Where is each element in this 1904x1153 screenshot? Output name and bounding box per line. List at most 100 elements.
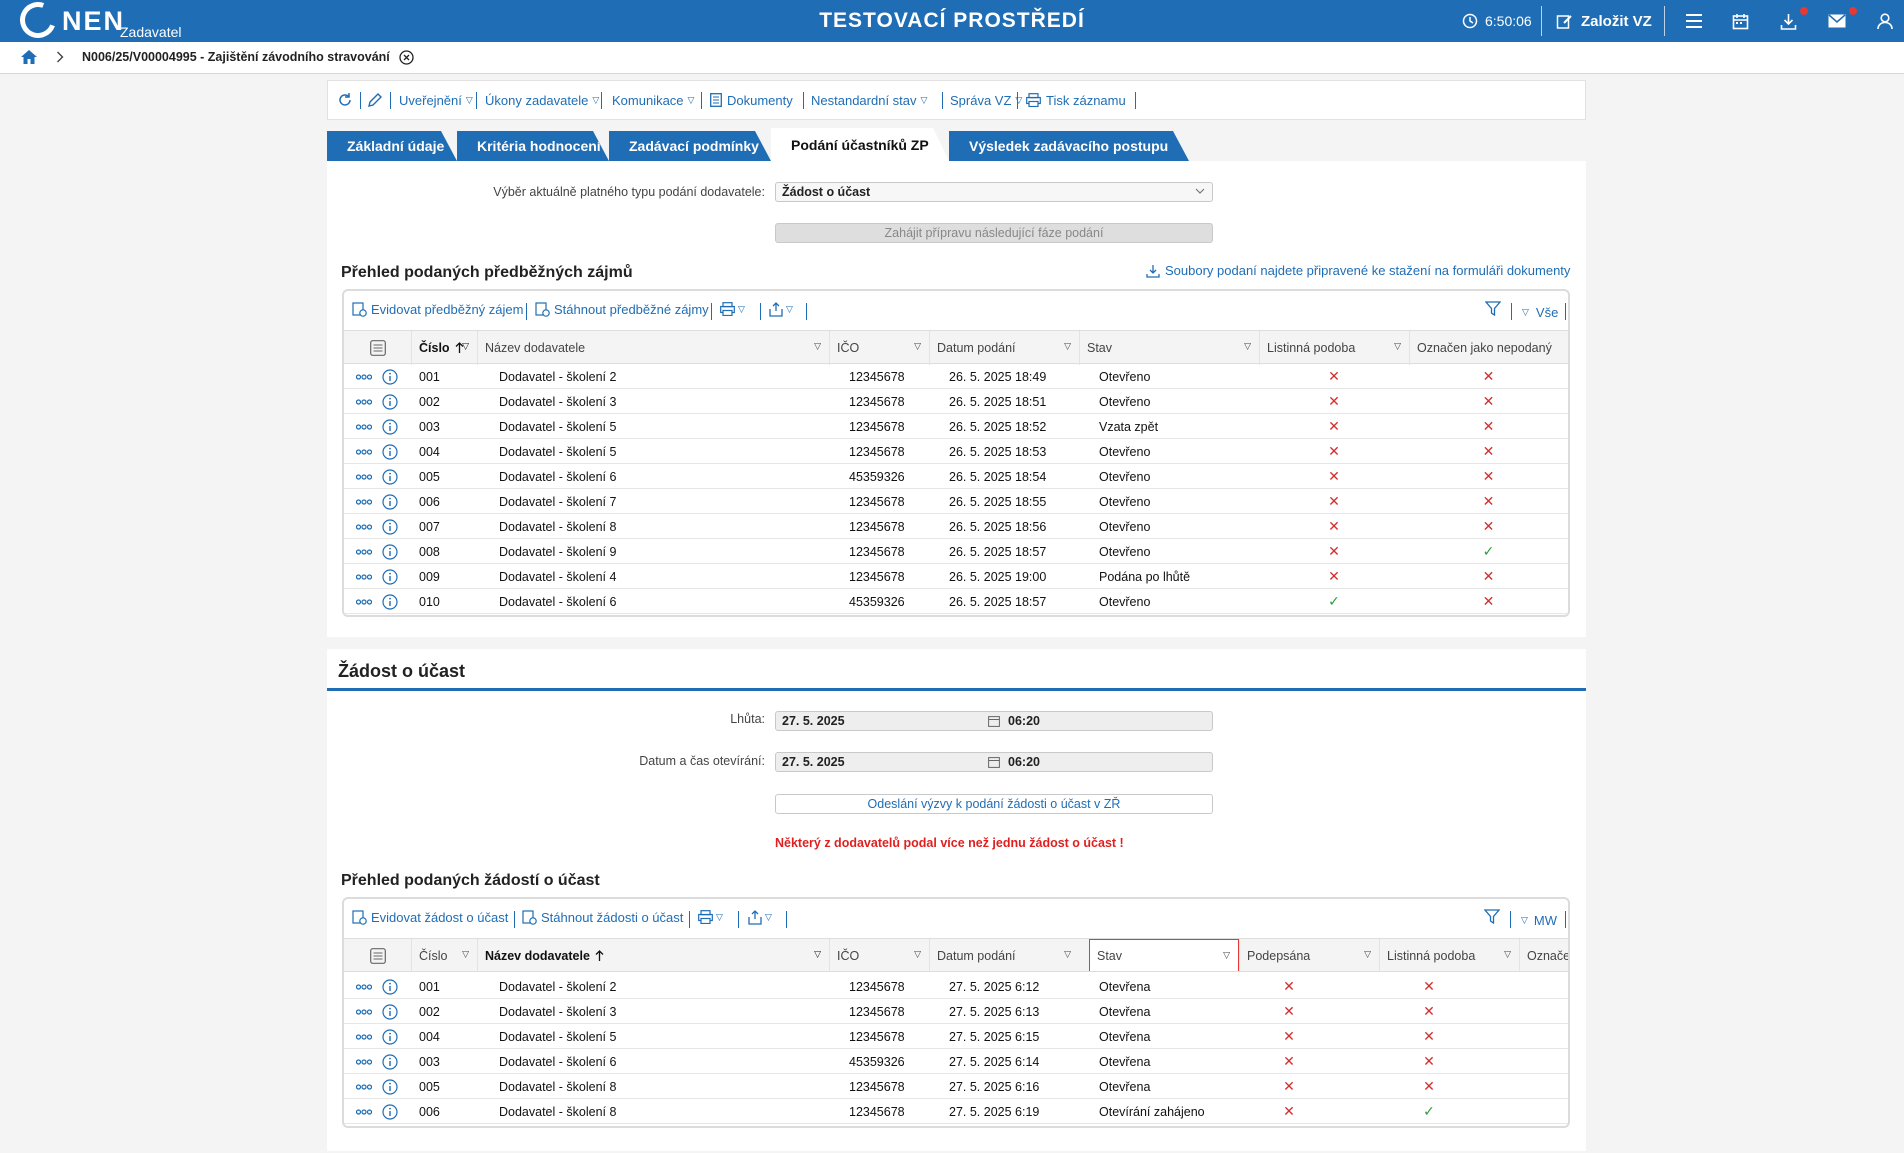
col-datum[interactable]: Datum podání ▽ [929,939,1079,971]
row-more-icon[interactable] [356,414,372,439]
menu-nestandardni-stav[interactable]: Nestandardní stav ▽ [811,81,927,119]
row-more-icon[interactable] [356,999,372,1024]
row-more-icon[interactable] [356,364,372,389]
filter-mw-button[interactable]: ▽ MW [1521,913,1557,928]
row-info-icon[interactable] [382,974,398,999]
row-info-icon[interactable] [382,539,398,564]
row-info-icon[interactable] [382,1024,398,1049]
row-info-icon[interactable] [382,439,398,464]
grid-print-button[interactable]: ▽ [698,910,723,924]
row-info-icon[interactable] [382,464,398,489]
row-info-icon[interactable] [382,364,398,389]
close-tab-icon[interactable] [399,50,414,65]
table-row[interactable]: 005 Dodavatel - školení 8 12345678 27. 5. 2… [344,1074,1568,1099]
col-nazev[interactable]: Název dodavatele ▽ [477,331,829,365]
col-oznacen[interactable]: Označen jako nepodaný [1409,331,1568,365]
download-icon[interactable] [1780,0,1797,42]
col-listinna[interactable]: Listinná podoba ▽ [1259,331,1409,365]
tab-podani-ucastniku[interactable]: Podání účastníků ZP [771,128,949,161]
row-more-icon[interactable] [356,389,372,414]
table-row[interactable]: 008 Dodavatel - školení 9 12345678 26. 5. 2… [344,539,1568,564]
opening-field[interactable]: 27. 5. 2025 06:20 [775,752,1213,772]
menu-komunikace[interactable]: Komunikace ▽ [612,81,694,119]
menu-icon[interactable] [1685,0,1703,42]
tab-zakladni-udaje[interactable]: Základní údaje [327,131,457,161]
col-podepsana[interactable]: Podepsána ▽ [1239,939,1379,971]
mail-icon[interactable] [1828,0,1846,42]
grid-print-button[interactable]: ▽ [720,302,745,316]
add-request-button[interactable]: Evidovat žádost o účast [352,910,508,925]
tab-zadavaci-podminky[interactable]: Zadávací podmínky [609,131,771,161]
row-info-icon[interactable] [382,564,398,589]
row-more-icon[interactable] [356,974,372,999]
row-info-icon[interactable] [382,514,398,539]
row-info-icon[interactable] [382,999,398,1024]
deadline-field[interactable]: 27. 5. 2025 06:20 [775,711,1213,731]
download-files-link[interactable]: Soubory podaní najdete připravené ke sta… [1146,263,1570,278]
table-row[interactable]: 003 Dodavatel - školení 6 45359326 27. 5. 2… [344,1049,1568,1074]
row-info-icon[interactable] [382,1074,398,1099]
row-info-icon[interactable] [382,489,398,514]
menu-sprava-vz[interactable]: Správa VZ ▽ [950,81,1022,119]
filter-icon[interactable] [1484,909,1500,924]
col-datum[interactable]: Datum podání ▽ [929,331,1079,365]
table-row[interactable]: 003 Dodavatel - školení 5 12345678 26. 5. 2… [344,414,1568,439]
col-nazev[interactable]: Název dodavatele ▽ [477,939,829,971]
row-info-icon[interactable] [382,1049,398,1074]
download-prelim-button[interactable]: Stáhnout předběžné zájmy [535,302,709,317]
row-info-icon[interactable] [382,589,398,614]
calendar-icon[interactable] [1732,0,1749,42]
col-oznacen[interactable]: Označe [1519,939,1568,971]
column-settings-icon[interactable] [344,939,411,971]
grid-export-button[interactable]: ▽ [769,302,793,317]
table-row[interactable]: 004 Dodavatel - školení 5 12345678 26. 5. 2… [344,439,1568,464]
table-row[interactable]: 002 Dodavatel - školení 3 12345678 27. 5. 2… [344,999,1568,1024]
col-listinna[interactable]: Listinná podoba ▽ [1379,939,1519,971]
col-stav[interactable]: Stav ▽ [1089,939,1239,971]
create-vz-button[interactable]: Založit VZ [1556,0,1652,42]
user-icon[interactable] [1877,0,1893,42]
row-info-icon[interactable] [382,1099,398,1124]
column-settings-icon[interactable] [344,331,411,365]
col-ico[interactable]: IČO ▽ [829,939,929,971]
filter-icon[interactable] [1485,301,1501,316]
table-row[interactable]: 007 Dodavatel - školení 8 12345678 26. 5. 2… [344,514,1568,539]
row-more-icon[interactable] [356,514,372,539]
col-cislo[interactable]: Číslo ▽ [411,939,477,971]
col-ico[interactable]: IČO ▽ [829,331,929,365]
home-icon[interactable] [20,49,38,65]
row-more-icon[interactable] [356,1024,372,1049]
table-row[interactable]: 001 Dodavatel - školení 2 12345678 26. 5. 2… [344,364,1568,389]
row-more-icon[interactable] [356,589,372,614]
tab-vysledek-zadavaciho-postupu[interactable]: Výsledek zadávacího postupu [949,131,1189,161]
table-row[interactable]: 010 Dodavatel - školení 6 45359326 26. 5. 2… [344,589,1568,614]
menu-dokumenty[interactable]: Dokumenty [710,81,793,119]
table-row[interactable]: 009 Dodavatel - školení 4 12345678 26. 5. 2… [344,564,1568,589]
grid-export-button[interactable]: ▽ [748,910,772,925]
send-invitation-button[interactable]: Odeslání výzvy k podání žádosti o účast … [775,794,1213,814]
table-row[interactable]: 002 Dodavatel - školení 3 12345678 26. 5. 2… [344,389,1568,414]
breadcrumb-current[interactable]: N006/25/V00004995 - Zajištění závodního … [82,50,390,64]
row-more-icon[interactable] [356,539,372,564]
menu-tisk-zaznamu[interactable]: Tisk záznamu [1026,81,1126,119]
add-prelim-button[interactable]: Evidovat předběžný zájem [352,302,523,317]
row-more-icon[interactable] [356,1074,372,1099]
row-info-icon[interactable] [382,414,398,439]
row-more-icon[interactable] [356,489,372,514]
menu-uverejneni[interactable]: Uveřejnění ▽ [399,81,473,119]
col-stav[interactable]: Stav ▽ [1079,331,1259,365]
row-more-icon[interactable] [356,1049,372,1074]
table-row[interactable]: 004 Dodavatel - školení 5 12345678 27. 5. 2… [344,1024,1568,1049]
row-more-icon[interactable] [356,564,372,589]
filter-all-button[interactable]: ▽ Vše [1522,305,1558,320]
table-row[interactable]: 005 Dodavatel - školení 6 45359326 26. 5. 2… [344,464,1568,489]
tab-kriteria-hodnoceni[interactable]: Kritéria hodnocení [457,131,609,161]
table-row[interactable]: 006 Dodavatel - školení 8 12345678 27. 5. 2… [344,1099,1568,1124]
col-cislo[interactable]: Číslo ▽ [411,331,477,365]
refresh-icon[interactable] [337,81,353,119]
app-logo[interactable]: NEN [62,6,126,36]
row-more-icon[interactable] [356,464,372,489]
edit-pencil-icon[interactable] [367,81,383,119]
table-row[interactable]: 006 Dodavatel - školení 7 12345678 26. 5. 2… [344,489,1568,514]
table-row[interactable]: 001 Dodavatel - školení 2 12345678 27. 5. 2… [344,974,1568,999]
